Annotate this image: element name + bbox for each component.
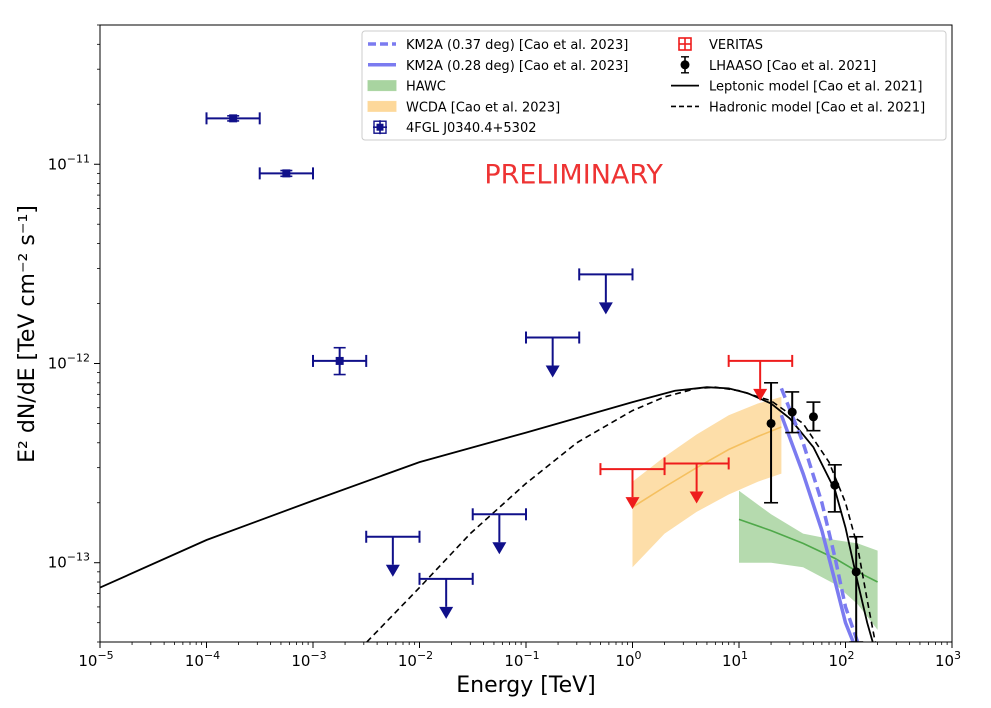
y-axis-label: E² dN/dE [TeV cm⁻² s⁻¹] [15,205,40,463]
legend-label: Leptonic model [Cao et al. 2021] [709,80,922,95]
x-tick-label: 10−1 [504,649,539,670]
lhaaso-point-marker [851,567,861,577]
veritas-upper-limit-arrow [689,491,704,504]
legend-handle-marker [376,123,384,131]
wcda-center-line [632,426,782,508]
hawc-center-line [738,518,878,583]
x-tick-label: 10−5 [78,649,113,670]
veritas-upper-limit-arrow [753,388,768,401]
x-tick-label: 10−4 [185,649,220,670]
fermi-upper-limit-arrow [385,564,400,577]
legend-label: WCDA [Cao et al. 2023] [406,100,560,115]
legend-label: KM2A (0.28 deg) [Cao et al. 2023] [406,59,628,74]
y-tick-label: 10−11 [48,152,90,173]
y-tick-label: 10−13 [48,551,90,572]
veritas-upper-limit-arrow [625,497,640,510]
legend-handle-marker [680,60,690,70]
fermi-upper-limit-arrow [492,542,507,555]
legend: KM2A (0.37 deg) [Cao et al. 2023] KM2A (0… [361,30,947,141]
preliminary-annotation: PRELIMINARY [484,160,663,191]
x-tick-label: 10−2 [398,649,433,670]
lhaaso-point-marker [808,412,818,422]
legend-handle-marker [373,120,387,134]
km2a-028-line [779,414,855,642]
legend-label: HAWC [406,80,446,95]
x-tick-label: 103 [935,649,961,670]
legend-label: LHAASO [Cao et al. 2021] [709,59,876,74]
legend-handle-band [367,80,397,92]
legend-label: Hadronic model [Cao et al. 2021] [709,100,925,115]
legend-label: VERITAS [709,38,763,53]
y-tick-label: 10−12 [48,351,90,372]
x-tick-label: 101 [722,649,748,670]
legend-label: KM2A (0.37 deg) [Cao et al. 2023] [406,38,628,53]
x-tick-label: 10−3 [291,649,326,670]
wcda-band [632,396,782,568]
legend-handle-band [367,100,397,112]
x-tick-label: 100 [615,649,641,670]
lhaaso-point-marker [787,407,797,417]
fermi-upper-limit-arrow [598,302,613,315]
x-tick-label: 102 [828,649,854,670]
fermi-point-marker [282,169,291,178]
hawc-band [739,490,878,630]
hadronic-model-line [366,386,876,642]
fermi-upper-limit-arrow [439,606,454,619]
fermi-point-marker [229,114,238,123]
legend-label: 4FGL J0340.4+5302 [406,121,537,136]
fermi-upper-limit-arrow [545,365,560,378]
lhaaso-point-marker [766,418,776,428]
fermi-point-marker [335,356,344,365]
legend-box [361,30,947,141]
x-axis-label: Energy [TeV] [456,673,595,698]
km2a-037-line [779,387,860,642]
lhaaso-point-marker [830,480,840,490]
